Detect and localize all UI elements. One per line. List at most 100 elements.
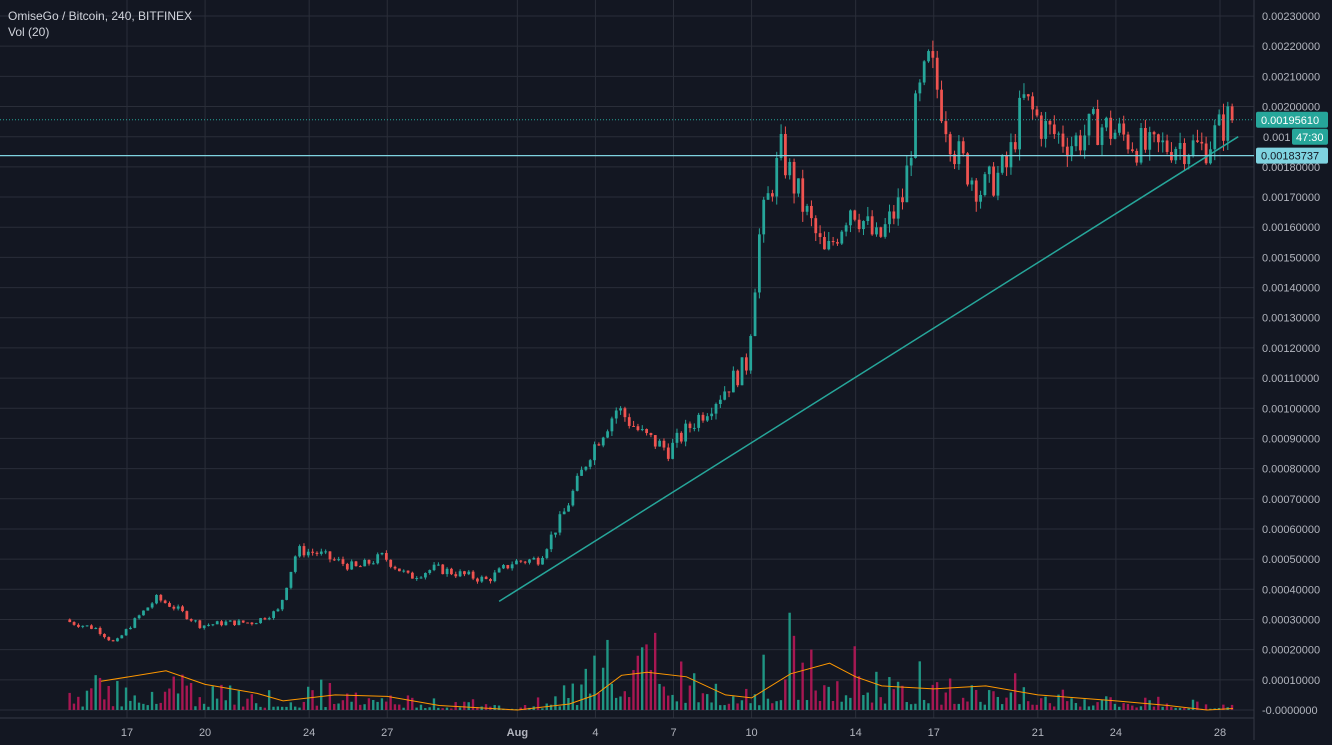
candle [467, 570, 471, 576]
candle-body [948, 134, 952, 155]
volume-bar [1183, 708, 1186, 710]
volume-bar [571, 683, 574, 710]
volume-bar [267, 690, 271, 710]
candle-body [571, 490, 575, 506]
candle [98, 626, 102, 636]
candle [1035, 105, 1039, 118]
volume-bar [376, 701, 379, 710]
candle [1100, 124, 1104, 157]
candle [515, 558, 518, 565]
volume-indicator-label[interactable]: Vol (20) [8, 25, 50, 39]
candle [120, 634, 124, 639]
volume-bar [250, 694, 253, 710]
candle-body [1087, 113, 1091, 136]
y-tick-label: 0.00150000 [1262, 252, 1320, 264]
x-tick-label: 20 [199, 727, 211, 739]
candle-body [905, 165, 909, 203]
y-tick-label: 0.00140000 [1262, 283, 1320, 295]
candle-body [541, 557, 544, 565]
candle-body [831, 241, 835, 243]
candle-body [515, 560, 518, 565]
candle [502, 564, 505, 570]
candle [1126, 131, 1130, 154]
candle [532, 556, 536, 560]
candle-body [476, 578, 479, 582]
candle [163, 599, 167, 604]
x-tick-label: 10 [745, 727, 757, 739]
candle [1061, 125, 1065, 153]
volume-bar [614, 697, 618, 710]
candle [662, 438, 666, 451]
candle [445, 567, 449, 577]
candle [194, 619, 197, 623]
volume-bar [1139, 706, 1143, 710]
candle-body [944, 121, 948, 135]
candle-body [679, 432, 683, 442]
candle-body [1009, 142, 1013, 168]
volume-bar [181, 674, 184, 710]
candle [324, 549, 328, 555]
candle [597, 442, 601, 446]
volume-bar [935, 682, 939, 710]
candle [1039, 111, 1043, 147]
volume-bar [1135, 707, 1138, 710]
candle-body [380, 553, 384, 555]
candle [94, 627, 98, 630]
candle-body [250, 622, 254, 625]
candle [905, 155, 909, 203]
candle-body [315, 552, 319, 554]
grid-lines [0, 0, 1254, 718]
candle [1196, 129, 1199, 143]
volume-bar [736, 703, 739, 710]
volume-bar [597, 693, 600, 710]
candle-body [983, 174, 987, 195]
candle-body [723, 391, 727, 400]
candle [1074, 132, 1078, 152]
candle-body [1026, 94, 1030, 97]
volume-bar [853, 646, 856, 710]
volume-bar [441, 708, 444, 710]
symbol-title[interactable]: OmiseGo / Bitcoin, 240, BITFINEX [8, 9, 193, 23]
volume-bar [896, 681, 900, 710]
volume-bar [766, 698, 770, 710]
candle [541, 556, 544, 565]
time-axis: 17 20 24 27 Aug 4 7 10 14 17 21 24 28 [121, 727, 1226, 739]
volume-bar [987, 690, 991, 710]
candle-body [463, 571, 466, 575]
volume-bar [892, 689, 895, 710]
y-tick-label: 0.00040000 [1262, 584, 1320, 596]
candle [155, 594, 158, 605]
volume-bar [866, 692, 869, 710]
candle [176, 604, 180, 611]
volume-bar [883, 703, 887, 710]
candle [983, 171, 987, 197]
candle [246, 622, 249, 624]
candle [1065, 137, 1069, 167]
volume-bar [1083, 699, 1086, 710]
candle-body [879, 227, 883, 237]
candle [90, 624, 93, 630]
candle-body [857, 219, 861, 230]
candle [1222, 103, 1225, 151]
volume-bar [150, 691, 154, 710]
candle-body [1122, 123, 1126, 135]
candle-body [1005, 155, 1008, 168]
candle [489, 578, 492, 584]
volume-bar [1000, 704, 1004, 710]
candle [1052, 115, 1056, 139]
candle-body [441, 564, 445, 575]
candle-body [458, 571, 462, 577]
volume-bar [471, 699, 475, 710]
candle-body [237, 620, 241, 626]
candle-body [701, 414, 705, 421]
volume-bar [220, 684, 223, 710]
candle [1217, 109, 1221, 127]
candle-body [805, 205, 809, 212]
candle [493, 570, 497, 583]
candle [679, 431, 683, 444]
candle-body [580, 469, 583, 476]
candle-body [1148, 132, 1152, 150]
volume-bar [142, 703, 145, 710]
